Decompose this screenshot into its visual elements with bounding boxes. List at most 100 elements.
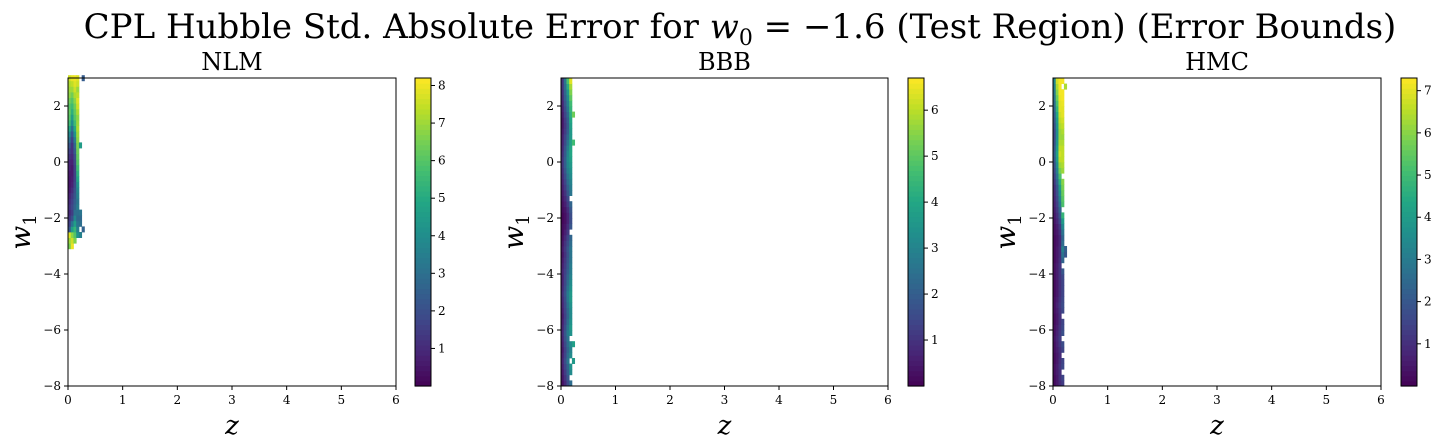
heatmap-cell <box>76 220 80 227</box>
colorbar-gradient-step <box>908 237 924 243</box>
heatmap-cell <box>1058 307 1062 314</box>
heatmap-cell <box>563 111 567 118</box>
heatmap-cell <box>569 341 573 348</box>
heatmap-cell <box>70 209 74 216</box>
heatmap-cell <box>569 139 573 146</box>
heatmap-cell <box>1055 341 1059 348</box>
heatmap-cell <box>569 106 573 112</box>
colorbar-gradient-step <box>415 319 431 325</box>
y-axis-label: w1 <box>989 214 1026 249</box>
heatmap-cell <box>70 153 74 160</box>
heatmap-cell <box>561 100 565 107</box>
colorbar-gradient-step <box>415 201 431 207</box>
colorbar-gradient-step <box>908 242 924 248</box>
y-tick-label: −8 <box>43 379 61 393</box>
colorbar-gradient-step <box>908 149 924 156</box>
heatmap-cell <box>563 313 567 320</box>
colorbar-gradient-step <box>908 375 924 382</box>
heatmap-cell <box>1061 94 1065 101</box>
x-tick-label: 6 <box>1377 393 1385 407</box>
heatmap-cell <box>563 223 567 230</box>
heatmap-cell <box>1058 117 1062 124</box>
heatmap-cell <box>70 164 74 171</box>
heatmap-cell <box>569 162 573 168</box>
heatmap-cell <box>566 369 570 376</box>
heatmap-cell <box>1058 246 1062 252</box>
heatmap-cell <box>563 83 567 90</box>
heatmap-cell <box>561 369 565 376</box>
heatmap-cell <box>563 139 567 146</box>
colorbar-gradient-step <box>415 283 431 290</box>
heatmap-cell <box>563 184 567 191</box>
colorbar-gradient-step <box>415 216 431 223</box>
heatmap-cell <box>1061 195 1065 202</box>
heatmap-cell <box>68 232 72 238</box>
heatmap-cell <box>1053 374 1057 381</box>
heatmap-cell <box>1053 246 1057 252</box>
colorbar-gradient-step <box>1401 175 1417 182</box>
heatmap-cell <box>73 92 77 98</box>
colorbar-gradient-step <box>908 180 924 187</box>
colorbar-gradient-step <box>1401 252 1417 259</box>
heatmap-cell <box>73 120 77 126</box>
heatmap-cell <box>1055 335 1059 342</box>
heatmap-cell <box>1058 341 1062 348</box>
heatmap-cell <box>566 206 570 213</box>
colorbar-gradient-step <box>1401 155 1417 161</box>
heatmap-cell <box>566 318 570 325</box>
heatmap-cell <box>566 274 570 280</box>
heatmap-cell <box>563 246 567 252</box>
heatmap-cell <box>571 341 576 348</box>
colorbar-gradient-step <box>908 113 924 120</box>
heatmap-cell <box>561 290 565 297</box>
colorbar-gradient-step <box>415 257 431 264</box>
colorbar-gradient-step <box>1401 309 1417 315</box>
colorbar-gradient-step <box>415 273 431 279</box>
colorbar-gradient-step <box>415 98 431 105</box>
heatmap-cell <box>566 201 570 208</box>
heatmap-cell <box>76 176 80 182</box>
heatmap-cell <box>566 380 570 387</box>
heatmap-cell <box>1058 335 1062 342</box>
heatmap-cell <box>563 302 567 308</box>
heatmap-cell <box>569 285 573 292</box>
heatmap-cell <box>73 187 77 194</box>
heatmap-cell <box>569 212 573 219</box>
heatmap-cell <box>563 201 567 208</box>
colorbar-gradient-step <box>415 124 431 130</box>
heatmap-cell <box>563 363 567 370</box>
heatmap-cell <box>563 330 567 336</box>
heatmap-cell <box>563 346 567 353</box>
colorbar-gradient-step <box>908 134 924 141</box>
heatmap-cell <box>1058 251 1062 258</box>
colorbar-gradient-step <box>1401 196 1417 202</box>
heatmap-cell <box>68 164 72 171</box>
axes-frame <box>1052 77 1382 387</box>
heatmap-cell <box>1055 94 1059 101</box>
heatmap-cell <box>1055 363 1059 370</box>
colorbar-gradient-step <box>1401 329 1417 336</box>
y-axis-label-var: w <box>989 226 1022 250</box>
heatmap-cell <box>1061 111 1065 118</box>
heatmap-cell <box>569 330 573 336</box>
heatmap-cell <box>1061 100 1065 107</box>
heatmap-cell <box>566 106 570 112</box>
colorbar-gradient-step <box>908 226 924 233</box>
heatmap-cell <box>76 215 80 222</box>
colorbar-gradient-step <box>1401 83 1417 89</box>
heatmap-cell <box>70 142 74 149</box>
heatmap-cell <box>70 92 74 98</box>
heatmap-cell <box>1055 122 1059 129</box>
colorbar-gradient-step <box>1401 201 1417 207</box>
colorbar-tick-label: 8 <box>438 79 446 93</box>
colorbar-gradient-step <box>908 288 924 295</box>
heatmap-cell <box>569 201 573 208</box>
panel-title: BBB <box>698 48 751 76</box>
colorbar-gradient-step <box>415 88 431 94</box>
heatmap-cell <box>68 187 72 194</box>
y-axis-label-var: w <box>497 226 530 250</box>
heatmap-cell <box>1055 274 1059 280</box>
heatmap-cell <box>561 178 565 185</box>
